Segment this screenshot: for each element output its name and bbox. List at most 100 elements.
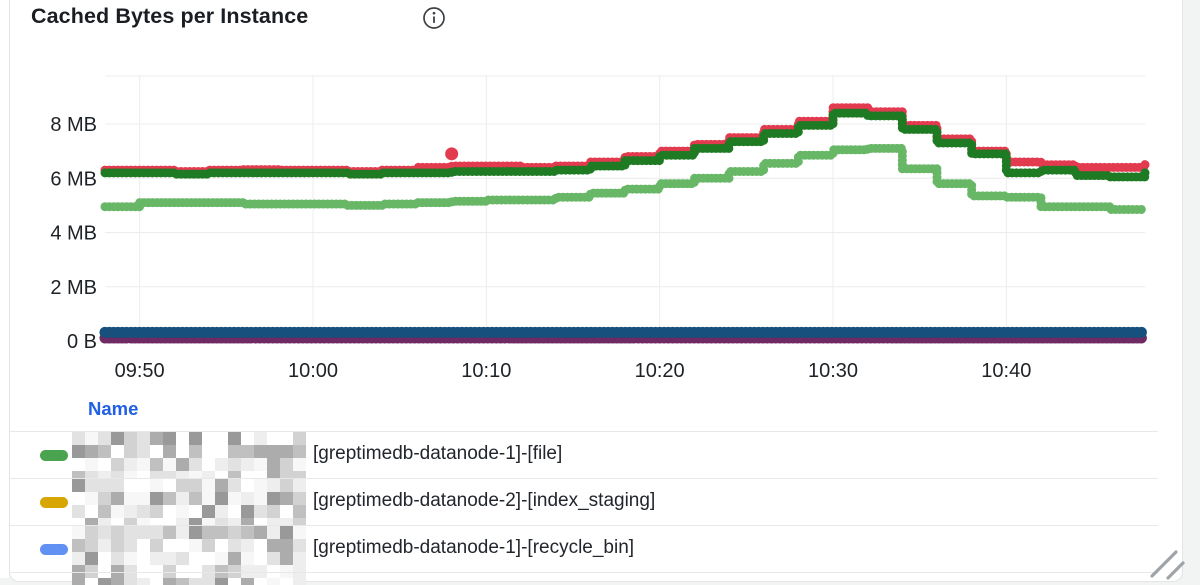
legend-series-label: [greptimedb-datanode-1]-[file] bbox=[313, 443, 563, 464]
censor-pixel bbox=[124, 432, 137, 445]
censor-pixel bbox=[189, 552, 202, 565]
censor-pixel bbox=[189, 518, 202, 525]
censor-pixel bbox=[202, 432, 215, 445]
censor-pixel bbox=[176, 479, 189, 492]
series-color-swatch[interactable] bbox=[40, 497, 68, 508]
censor-pixel bbox=[280, 492, 293, 505]
censor-pixel bbox=[98, 471, 111, 478]
legend-row[interactable]: [greptimedb-datanode-2]-[index_staging] bbox=[10, 479, 1158, 526]
censor-pixel bbox=[163, 492, 176, 505]
censor-pixel bbox=[176, 539, 189, 552]
censor-pixel bbox=[85, 432, 98, 445]
censor-pixel bbox=[293, 458, 306, 471]
censor-pixel bbox=[111, 458, 124, 471]
censor-pixel bbox=[228, 539, 241, 552]
censor-pixel bbox=[280, 565, 293, 578]
censor-pixel bbox=[189, 471, 202, 478]
censor-pixel bbox=[176, 526, 189, 539]
censor-pixel bbox=[85, 505, 98, 518]
censor-pixel bbox=[176, 471, 189, 478]
censor-pixel bbox=[267, 458, 280, 471]
censor-pixel bbox=[215, 505, 228, 518]
x-axis-label: 10:40 bbox=[981, 360, 1031, 382]
x-axis-label: 10:00 bbox=[288, 360, 338, 382]
censor-pixel bbox=[293, 539, 306, 552]
censor-pixel bbox=[85, 552, 98, 565]
censor-pixel bbox=[137, 432, 150, 445]
series-color-swatch[interactable] bbox=[40, 450, 68, 461]
censor-pixel bbox=[202, 479, 215, 492]
legend-row[interactable]: [greptimedb-datanode-1]-[recycle_bin] bbox=[10, 526, 1158, 585]
legend-row-divider bbox=[10, 572, 1158, 573]
censor-pixel bbox=[267, 518, 280, 525]
censor-pixel bbox=[163, 518, 176, 525]
censor-pixel bbox=[215, 552, 228, 565]
censor-pixel bbox=[267, 492, 280, 505]
censor-pixel bbox=[163, 432, 176, 445]
censor-pixel bbox=[254, 471, 267, 478]
y-axis-label: 2 MB bbox=[50, 277, 97, 299]
legend-row-divider bbox=[10, 478, 1158, 479]
censor-pixel bbox=[215, 432, 228, 445]
censor-pixel bbox=[124, 565, 137, 578]
censor-pixel bbox=[137, 526, 150, 539]
censor-pixel bbox=[228, 479, 241, 492]
censor-pixel bbox=[189, 445, 202, 458]
legend-series-label: [greptimedb-datanode-1]-[recycle_bin] bbox=[313, 537, 635, 558]
censor-pixel bbox=[176, 492, 189, 505]
censor-pixel bbox=[293, 479, 306, 492]
y-axis-label: 0 B bbox=[67, 331, 97, 353]
censor-pixel bbox=[98, 518, 111, 525]
censor-pixel bbox=[98, 552, 111, 565]
censor-pixel bbox=[267, 539, 280, 552]
censor-pixel bbox=[267, 479, 280, 492]
censor-pixel bbox=[150, 479, 163, 492]
censor-pixel bbox=[111, 505, 124, 518]
censor-pixel bbox=[280, 505, 293, 518]
censor-pixel bbox=[163, 552, 176, 565]
censor-pixel bbox=[85, 479, 98, 492]
info-icon[interactable] bbox=[422, 6, 446, 30]
censor-pixel bbox=[280, 526, 293, 539]
censor-pixel bbox=[111, 492, 124, 505]
censor-pixel bbox=[124, 479, 137, 492]
censor-pixel bbox=[267, 432, 280, 445]
legend-header-name[interactable]: Name bbox=[88, 398, 139, 419]
censor-pixel bbox=[280, 479, 293, 492]
censor-pixel bbox=[189, 565, 202, 578]
censor-pixel bbox=[98, 578, 111, 585]
censor-pixel bbox=[163, 445, 176, 458]
series-dark-green bbox=[100, 108, 1150, 182]
censor-pixel bbox=[202, 526, 215, 539]
censor-pixel bbox=[98, 539, 111, 552]
censor-pixel bbox=[215, 565, 228, 578]
censor-pixel bbox=[202, 518, 215, 525]
censor-pixel bbox=[137, 458, 150, 471]
censor-pixel bbox=[72, 526, 85, 539]
censor-pixel bbox=[228, 471, 241, 478]
censor-pixel bbox=[111, 445, 124, 458]
censor-pixel bbox=[163, 578, 176, 585]
censor-pixel bbox=[111, 518, 124, 525]
censor-pixel bbox=[189, 526, 202, 539]
censor-pixel bbox=[254, 578, 267, 585]
legend-row-divider bbox=[10, 525, 1158, 526]
legend-row[interactable]: [greptimedb-datanode-1]-[file] bbox=[10, 432, 1158, 479]
censor-pixel bbox=[228, 552, 241, 565]
censor-pixel bbox=[72, 445, 85, 458]
censor-pixel bbox=[241, 565, 254, 578]
censor-pixel bbox=[137, 578, 150, 585]
censor-pixel bbox=[176, 565, 189, 578]
censor-pixel bbox=[280, 471, 293, 478]
series-color-swatch[interactable] bbox=[40, 544, 68, 555]
adjacent-panel-edge bbox=[0, 0, 9, 578]
censor-pixel bbox=[98, 505, 111, 518]
censor-pixel bbox=[163, 565, 176, 578]
censor-pixel bbox=[254, 518, 267, 525]
censor-pixel bbox=[137, 539, 150, 552]
censor-pixel bbox=[150, 565, 163, 578]
panel-resize-handle[interactable] bbox=[1144, 542, 1192, 580]
censor-pixel bbox=[189, 458, 202, 471]
censor-pixel bbox=[215, 526, 228, 539]
